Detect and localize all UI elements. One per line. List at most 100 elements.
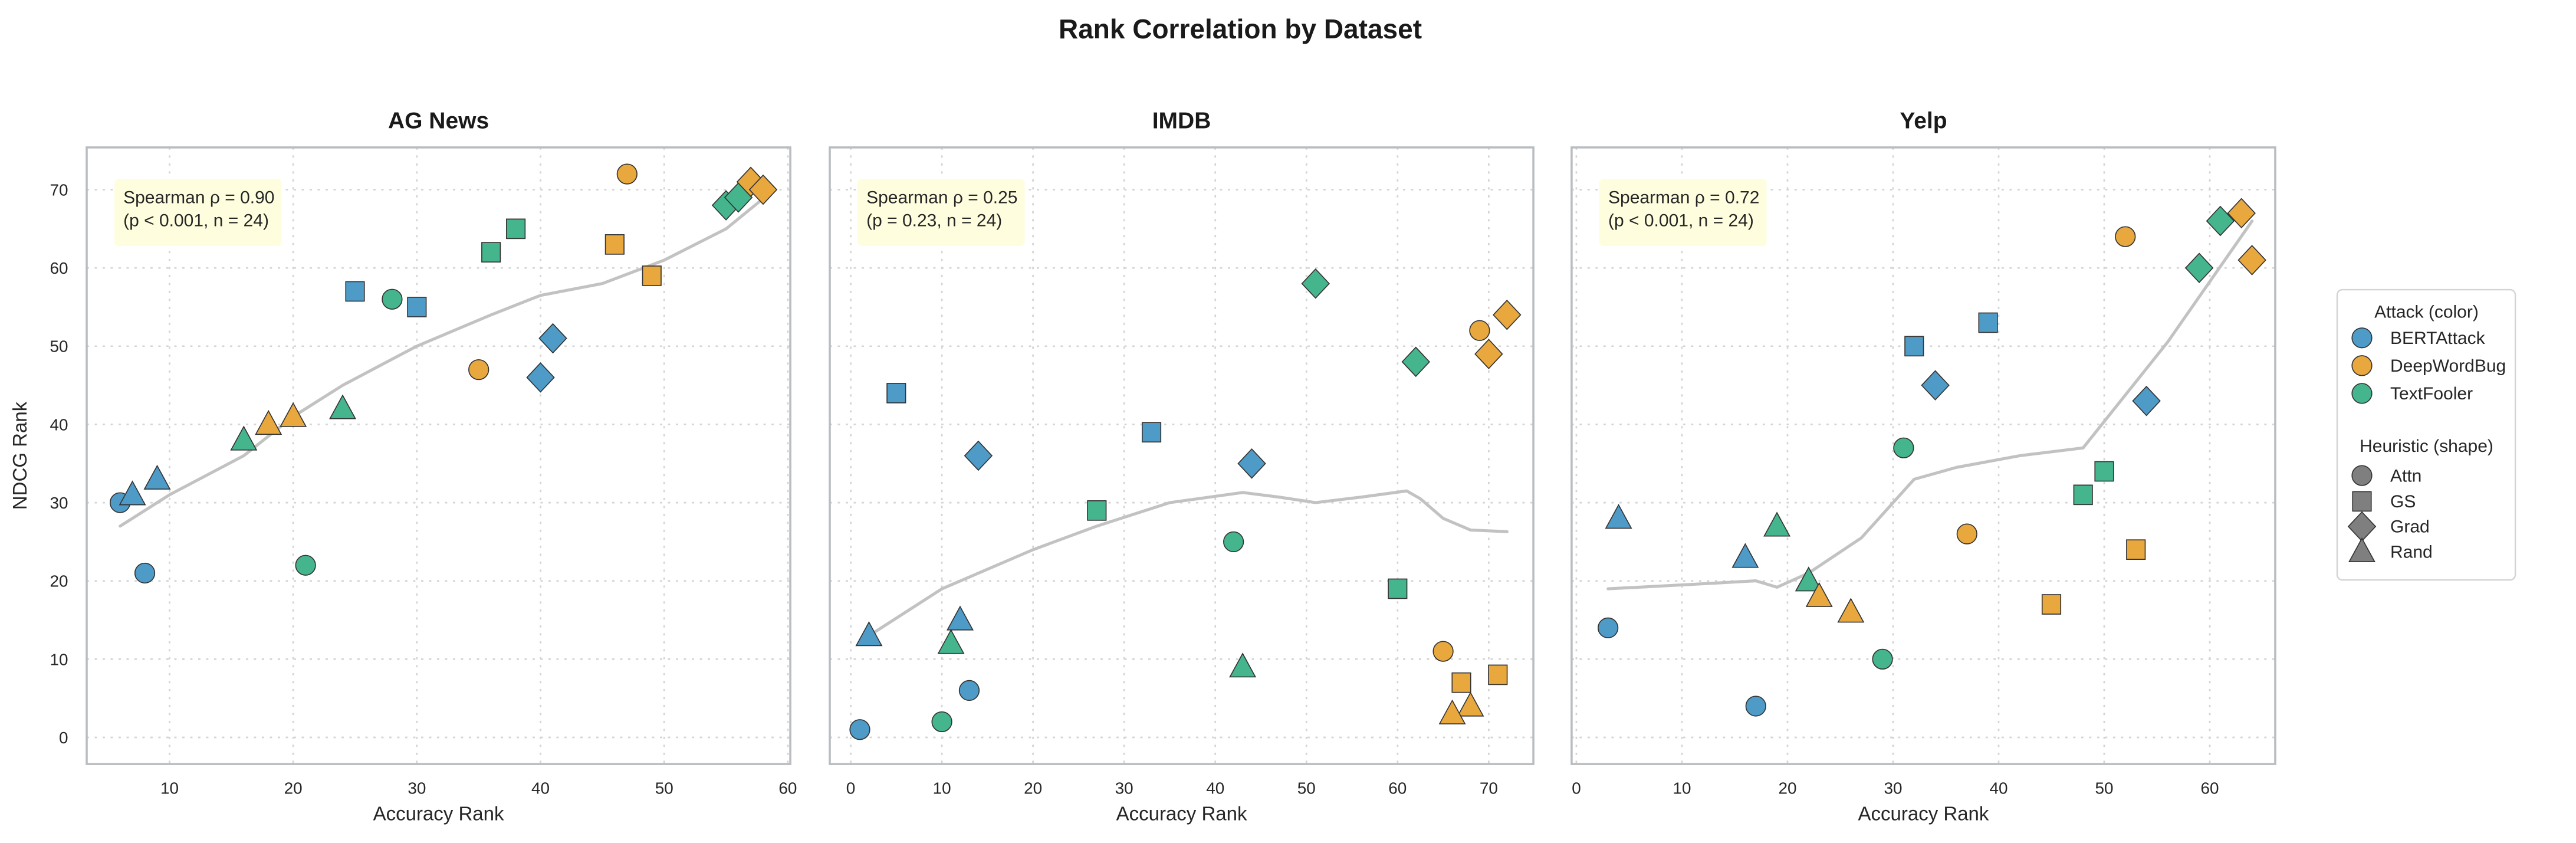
y-tick-label: 40 — [50, 415, 68, 434]
spearman-annotation-box — [114, 179, 282, 247]
point-deepwordbug-gs — [2126, 539, 2146, 560]
point-bertattack-rand — [947, 605, 974, 631]
spearman-annotation-line1: Spearman ρ = 0.72 — [1608, 188, 1759, 207]
point-bertattack-attn — [1598, 617, 1619, 638]
legend: Attack (color) BERTAttack DeepWordBug TextF… — [2336, 288, 2516, 581]
point-deepwordbug-attn — [1432, 641, 1454, 662]
point-textfooler-attn — [382, 288, 403, 310]
legend-swatch-textfooler — [2351, 383, 2373, 404]
subplot-title: IMDB — [1152, 109, 1211, 134]
point-bertattack-gs — [1978, 312, 1998, 333]
spearman-annotation-line2: (p < 0.001, n = 24) — [123, 211, 269, 231]
y-tick-label: 70 — [50, 181, 68, 199]
legend-heuristic-label: GS — [2390, 492, 2416, 511]
legend-swatch-attn — [2351, 465, 2373, 486]
x-tick-label: 10 — [160, 779, 179, 798]
y-tick-label: 60 — [50, 259, 68, 277]
x-tick-label: 50 — [1297, 779, 1316, 798]
spearman-annotation-box — [1599, 179, 1767, 247]
point-bertattack-rand — [143, 464, 171, 490]
point-deepwordbug-attn — [468, 359, 489, 381]
point-deepwordbug-rand — [280, 402, 307, 427]
point-deepwordbug-grad — [1474, 339, 1503, 369]
spearman-annotation-line2: (p < 0.001, n = 24) — [1608, 211, 1754, 231]
point-textfooler-attn — [931, 711, 952, 733]
y-tick-label: 20 — [50, 572, 68, 591]
point-deepwordbug-grad — [748, 174, 778, 205]
point-deepwordbug-rand — [1457, 691, 1484, 717]
x-tick-label: 40 — [531, 779, 550, 798]
axes-spines — [829, 146, 1535, 765]
subplot-imdb: Spearman ρ = 0.25 (p = 0.23, n = 24) IMDB 0… — [829, 109, 1535, 825]
x-axis-label: Accuracy Rank — [1116, 803, 1247, 825]
point-textfooler-grad — [1301, 268, 1330, 299]
point-deepwordbug-gs — [1451, 672, 1471, 693]
trend-line — [119, 192, 771, 528]
subplot-title: AG News — [388, 109, 489, 134]
x-tick-label: 60 — [778, 779, 797, 798]
point-bertattack-grad — [1921, 370, 1950, 401]
point-textfooler-grad — [2206, 205, 2235, 237]
x-tick-label: 50 — [2095, 779, 2113, 798]
point-bertattack-attn — [849, 719, 870, 740]
x-tick-label: 60 — [2200, 779, 2219, 798]
x-tick-label: 50 — [655, 779, 673, 798]
point-deepwordbug-gs — [604, 234, 625, 255]
point-bertattack-gs — [886, 383, 906, 404]
legend-attack-label: DeepWordBug — [2390, 356, 2506, 376]
x-axis-label: Accuracy Rank — [1858, 803, 1989, 825]
point-deepwordbug-attn — [2115, 226, 2136, 247]
plot-background — [830, 147, 1534, 765]
point-textfooler-rand — [1763, 511, 1791, 537]
y-tick-label: 50 — [50, 337, 68, 356]
point-bertattack-grad — [526, 362, 555, 393]
spearman-annotation-box — [857, 179, 1025, 247]
axes-spines — [1570, 146, 2276, 765]
legend-attack-title: Attack (color) — [2374, 303, 2479, 322]
x-tick-label: 60 — [1388, 779, 1407, 798]
point-bertattack-grad — [2132, 385, 2161, 416]
spearman-annotation-line2: (p = 0.23, n = 24) — [866, 211, 1002, 231]
point-textfooler-gs — [1087, 500, 1107, 521]
x-tick-label: 30 — [1115, 779, 1133, 798]
spearman-annotation-line1: Spearman ρ = 0.90 — [123, 188, 274, 207]
legend-swatch-gs — [2352, 491, 2372, 512]
legend-attack-label: BERTAttack — [2390, 329, 2486, 348]
point-textfooler-rand — [329, 394, 357, 419]
legend-swatch-bertattack — [2351, 327, 2373, 349]
x-tick-label: 40 — [1206, 779, 1224, 798]
point-deepwordbug-rand — [1438, 699, 1466, 724]
spearman-annotation-line1: Spearman ρ = 0.25 — [866, 188, 1017, 207]
point-textfooler-rand — [230, 425, 258, 451]
point-deepwordbug-gs — [642, 265, 662, 286]
point-textfooler-gs — [2073, 484, 2093, 506]
point-deepwordbug-rand — [1805, 582, 1833, 607]
point-deepwordbug-grad — [1493, 299, 1522, 330]
y-tick-label: 0 — [59, 729, 68, 747]
y-tick-label: 10 — [50, 650, 68, 668]
point-deepwordbug-grad — [2237, 245, 2266, 275]
x-tick-label: 0 — [846, 779, 856, 798]
x-tick-label: 40 — [1989, 779, 2007, 798]
point-bertattack-rand — [119, 480, 146, 506]
x-tick-label: 20 — [1024, 779, 1042, 798]
point-deepwordbug-gs — [1488, 664, 1508, 685]
x-tick-label: 30 — [1884, 779, 1902, 798]
point-textfooler-gs — [2094, 461, 2114, 482]
point-bertattack-grad — [1237, 448, 1266, 479]
point-bertattack-gs — [407, 297, 427, 317]
point-textfooler-rand — [937, 629, 965, 654]
x-tick-label: 30 — [408, 779, 426, 798]
y-tick-label: 30 — [50, 494, 68, 512]
point-bertattack-attn — [1745, 696, 1766, 717]
point-deepwordbug-rand — [1837, 598, 1865, 623]
legend-swatch-rand — [2348, 537, 2375, 563]
axes-spines — [86, 146, 791, 765]
point-textfooler-grad — [2184, 252, 2214, 283]
point-bertattack-rand — [1731, 543, 1759, 568]
x-tick-label: 10 — [933, 779, 951, 798]
point-textfooler-gs — [481, 242, 501, 263]
x-tick-label: 20 — [1778, 779, 1796, 798]
x-tick-label: 20 — [284, 779, 303, 798]
